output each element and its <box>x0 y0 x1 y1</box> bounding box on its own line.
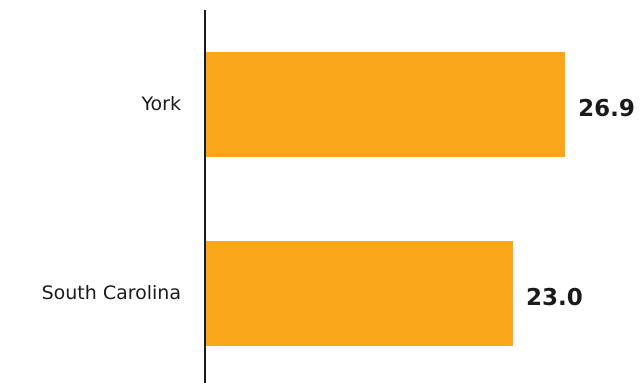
value-label: 26.9 <box>578 96 635 122</box>
category-label: York <box>140 93 181 115</box>
bar-york <box>206 52 566 157</box>
category-label: South Carolina <box>42 282 181 304</box>
bar-south-carolina <box>206 241 514 346</box>
bars-group: York 26.9 South Carolina 23.0 <box>42 52 635 346</box>
value-label: 23.0 <box>526 285 583 311</box>
